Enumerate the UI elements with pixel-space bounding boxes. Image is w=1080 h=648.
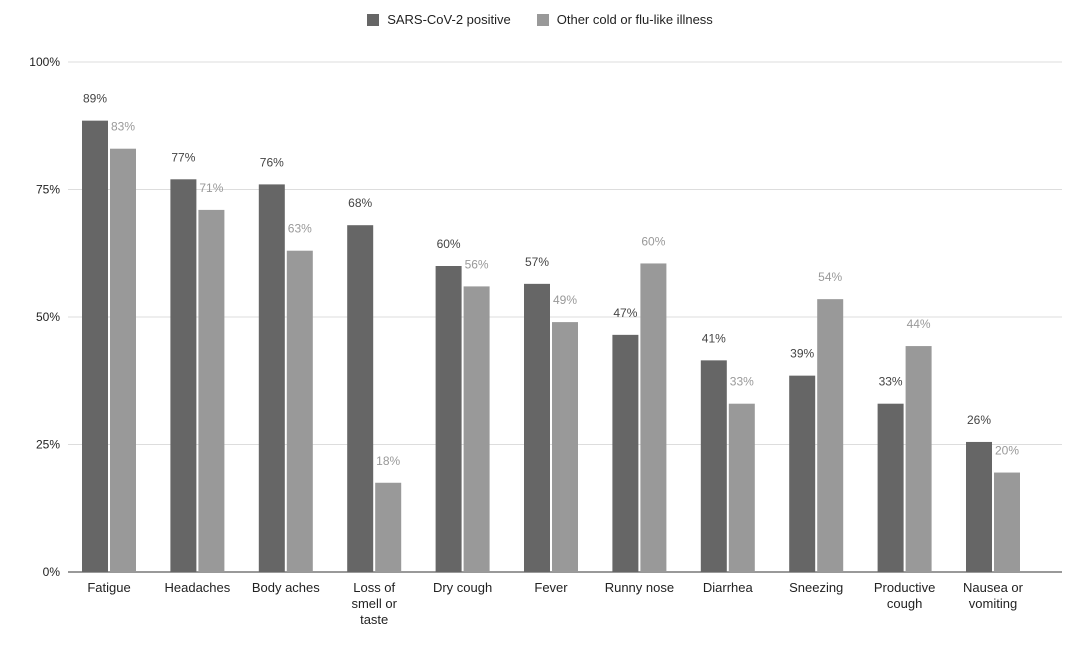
data-label: 18%	[376, 454, 400, 468]
data-label: 77%	[171, 150, 195, 164]
x-tick-label: Productive cough	[874, 580, 935, 611]
bar-other-illness	[110, 148, 136, 572]
bar-other-illness	[728, 403, 755, 572]
data-label: 63%	[288, 222, 312, 236]
data-label: 71%	[199, 181, 223, 195]
data-label: 44%	[907, 317, 931, 331]
x-tick-label: Sneezing	[789, 580, 843, 595]
data-label: 33%	[879, 375, 903, 389]
y-tick-label: 75%	[36, 183, 60, 197]
bar-sars-cov-2	[258, 184, 285, 572]
legend-swatch-series-2	[536, 13, 549, 26]
bar-other-illness	[905, 346, 932, 572]
legend-label-series-1: SARS-CoV-2 positive	[387, 12, 511, 27]
bar-sars-cov-2	[612, 334, 639, 572]
bar-sars-cov-2	[524, 283, 550, 572]
data-label: 89%	[83, 92, 107, 106]
legend-swatch-series-1	[367, 13, 380, 26]
y-tick-label: 50%	[36, 310, 60, 324]
legend-item-series-1: SARS-CoV-2 positive	[367, 12, 511, 27]
bar-sars-cov-2	[877, 403, 904, 572]
x-tick-label: Nausea or vomiting	[963, 580, 1024, 611]
bar-other-illness	[994, 472, 1020, 572]
bar-other-illness	[375, 482, 402, 572]
y-tick-label: 25%	[36, 438, 60, 452]
data-label: 68%	[348, 196, 372, 210]
data-label: 54%	[818, 270, 842, 284]
y-tick-label: 0%	[43, 565, 61, 579]
y-tick-label: 100%	[29, 55, 60, 69]
data-label: 41%	[702, 331, 726, 345]
legend-label-series-2: Other cold or flu-like illness	[556, 12, 713, 27]
x-tick-label: Body aches	[252, 580, 320, 595]
bar-sars-cov-2	[789, 375, 816, 572]
data-label: 76%	[260, 155, 284, 169]
x-tick-label: Headaches	[165, 580, 231, 595]
data-label: 20%	[995, 444, 1019, 458]
x-tick-label: Loss of smell or taste	[351, 580, 397, 627]
data-label: 49%	[553, 293, 577, 307]
data-label: 83%	[111, 120, 135, 134]
data-label: 33%	[730, 375, 754, 389]
bar-other-illness	[552, 322, 578, 572]
data-label: 26%	[967, 413, 991, 427]
legend-item-series-2: Other cold or flu-like illness	[536, 12, 713, 27]
data-label: 47%	[613, 306, 637, 320]
data-label: 57%	[525, 255, 549, 269]
data-label: 56%	[465, 257, 489, 271]
bar-other-illness	[286, 250, 313, 572]
bar-other-illness	[640, 263, 667, 572]
data-label: 39%	[790, 347, 814, 361]
x-tick-label: Diarrhea	[703, 580, 754, 595]
bar-sars-cov-2	[700, 360, 727, 572]
x-tick-label: Fever	[534, 580, 568, 595]
x-tick-label: Fatigue	[87, 580, 130, 595]
bar-sars-cov-2	[82, 120, 108, 573]
bar-sars-cov-2	[435, 266, 462, 572]
bar-sars-cov-2	[347, 225, 374, 572]
bar-sars-cov-2	[170, 179, 197, 573]
bar-other-illness	[198, 209, 225, 572]
data-label: 60%	[641, 234, 665, 248]
bar-other-illness	[463, 286, 490, 572]
bar-other-illness	[817, 299, 844, 572]
x-tick-label: Dry cough	[433, 580, 492, 595]
x-tick-label: Runny nose	[605, 580, 674, 595]
legend: SARS-CoV-2 positive Other cold or flu-li…	[0, 12, 1080, 27]
data-label: 60%	[437, 237, 461, 251]
bar-sars-cov-2	[966, 441, 992, 572]
